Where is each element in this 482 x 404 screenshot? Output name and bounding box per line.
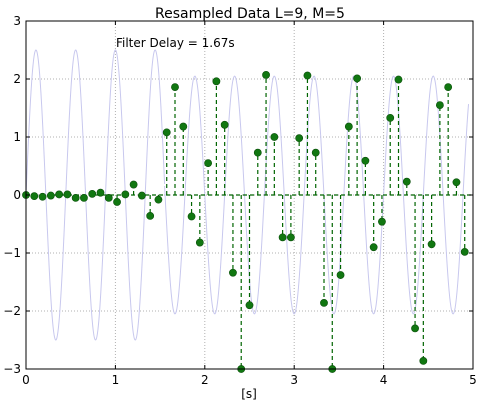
data-point — [113, 198, 121, 206]
marker-layer — [22, 71, 469, 373]
data-point — [137, 191, 146, 200]
data-point — [195, 238, 204, 247]
input-signal-layer — [25, 49, 470, 341]
data-point — [336, 271, 345, 279]
input-signal-line — [25, 49, 166, 341]
data-point — [303, 71, 312, 80]
data-point — [38, 192, 47, 201]
x-axis-label: [s] — [241, 387, 257, 401]
data-point — [270, 133, 279, 141]
tick-marks — [25, 20, 474, 370]
data-point — [444, 83, 453, 92]
data-point — [394, 75, 403, 84]
y-tick-label: 0 — [13, 188, 21, 202]
data-point — [162, 128, 171, 137]
data-point — [212, 77, 221, 86]
data-point — [179, 122, 188, 131]
data-point — [71, 193, 80, 202]
data-point — [229, 268, 237, 277]
x-tick-labels: 0 1 2 3 4 5 — [22, 373, 477, 387]
data-point — [171, 83, 179, 92]
data-point — [220, 120, 229, 129]
data-point — [63, 190, 72, 199]
y-tick-label: −1 — [3, 246, 21, 260]
data-point — [411, 324, 419, 333]
data-point — [80, 193, 88, 202]
data-point — [361, 156, 370, 165]
y-tick-label: −2 — [3, 304, 21, 318]
x-tick-label: 1 — [112, 373, 120, 387]
data-point — [344, 122, 353, 131]
x-tick-label: 3 — [290, 373, 298, 387]
input-signal-line-tail — [164, 75, 470, 315]
data-point — [129, 180, 138, 189]
data-point — [30, 192, 39, 201]
x-tick-label: 5 — [469, 373, 477, 387]
data-point — [419, 356, 428, 365]
data-point — [146, 211, 155, 220]
y-tick-label: −3 — [3, 362, 21, 376]
data-point — [121, 190, 130, 199]
y-tick-label: 2 — [13, 72, 21, 86]
plot-area — [22, 20, 474, 373]
x-tick-label: 0 — [22, 373, 30, 387]
data-point — [378, 217, 386, 226]
data-point — [402, 177, 411, 186]
data-point — [286, 233, 295, 242]
data-point — [104, 193, 113, 202]
data-point — [154, 195, 163, 204]
y-tick-label: 1 — [13, 130, 21, 144]
y-tick-label: 3 — [13, 14, 21, 28]
data-point — [96, 188, 105, 197]
x-tick-label: 4 — [380, 373, 388, 387]
data-point — [427, 240, 436, 249]
data-point — [88, 189, 97, 198]
data-point — [295, 134, 304, 143]
data-point — [452, 178, 461, 187]
data-point — [187, 212, 196, 221]
filter-delay-annotation: Filter Delay = 1.67s — [116, 36, 235, 50]
data-point — [204, 159, 213, 167]
data-point — [46, 191, 55, 200]
chart-title: Resampled Data L=9, M=5 — [155, 6, 345, 22]
x-tick-label: 2 — [201, 373, 209, 387]
data-point — [386, 113, 395, 122]
data-point — [253, 148, 262, 157]
data-point — [320, 298, 328, 307]
data-point — [460, 247, 469, 256]
data-point — [435, 101, 444, 109]
data-point — [369, 243, 378, 252]
data-point — [311, 148, 320, 157]
data-point — [245, 301, 254, 310]
data-point — [55, 190, 64, 199]
y-tick-labels: −3 −2 −1 0 1 2 3 — [3, 14, 21, 376]
data-point — [278, 233, 287, 242]
data-point — [262, 71, 270, 79]
data-point — [353, 74, 362, 83]
